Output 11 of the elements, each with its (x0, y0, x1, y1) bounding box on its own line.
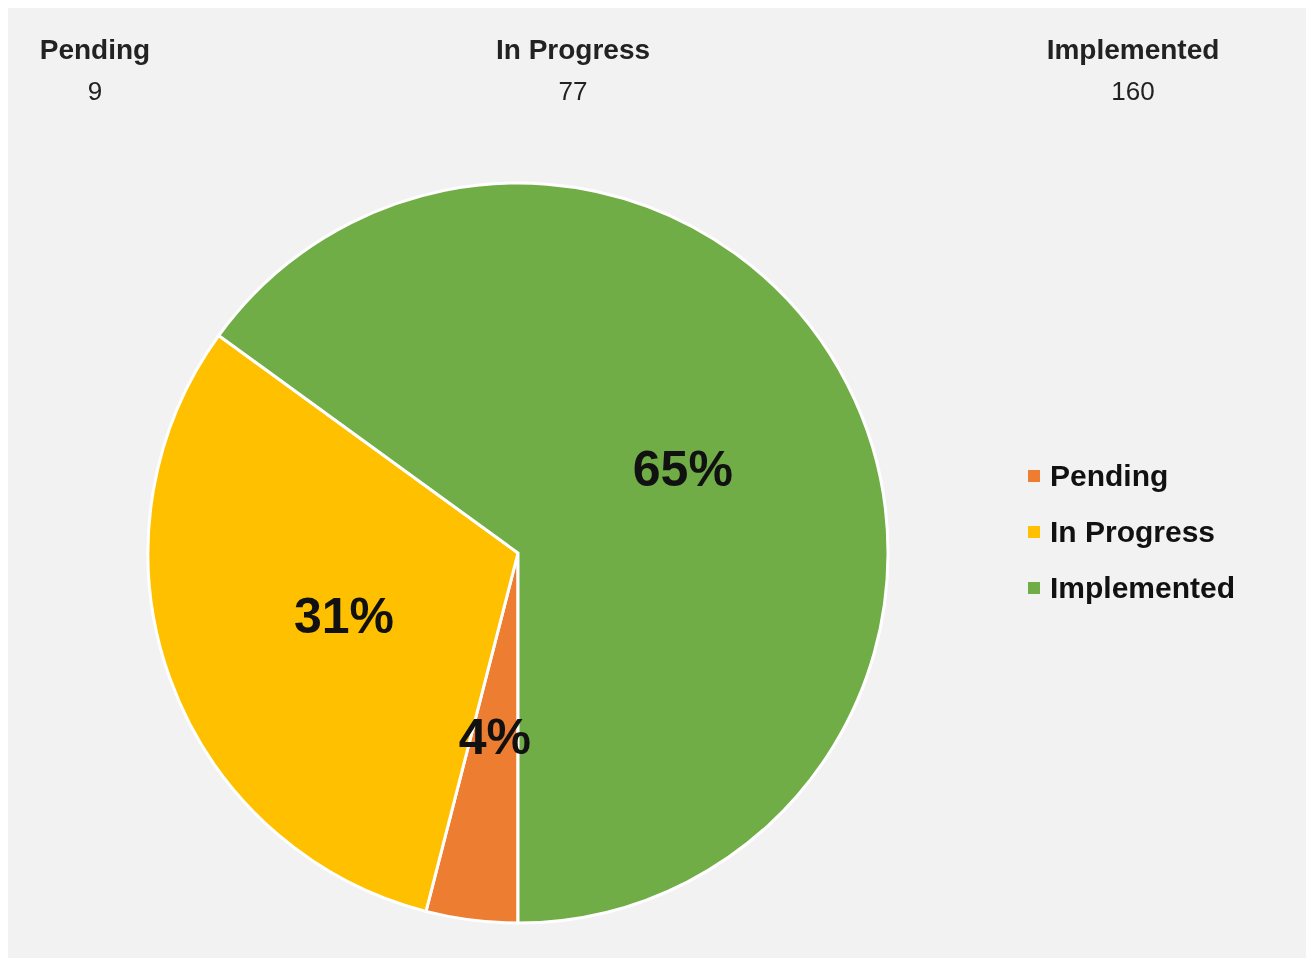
data-label: 31% (293, 587, 394, 644)
category-label: Implemented (1046, 34, 1220, 65)
text: 160 (1110, 76, 1156, 107)
text: 77 (557, 76, 589, 107)
legend-label: Implemented (1050, 571, 1236, 605)
text: 9 (86, 76, 104, 107)
category-label: In Progress (495, 34, 651, 65)
legend-label: Pending (1050, 459, 1169, 493)
data-label: 65% (632, 441, 733, 498)
category-label: Pending (39, 34, 151, 65)
legend-label: In Progress (1050, 515, 1216, 549)
